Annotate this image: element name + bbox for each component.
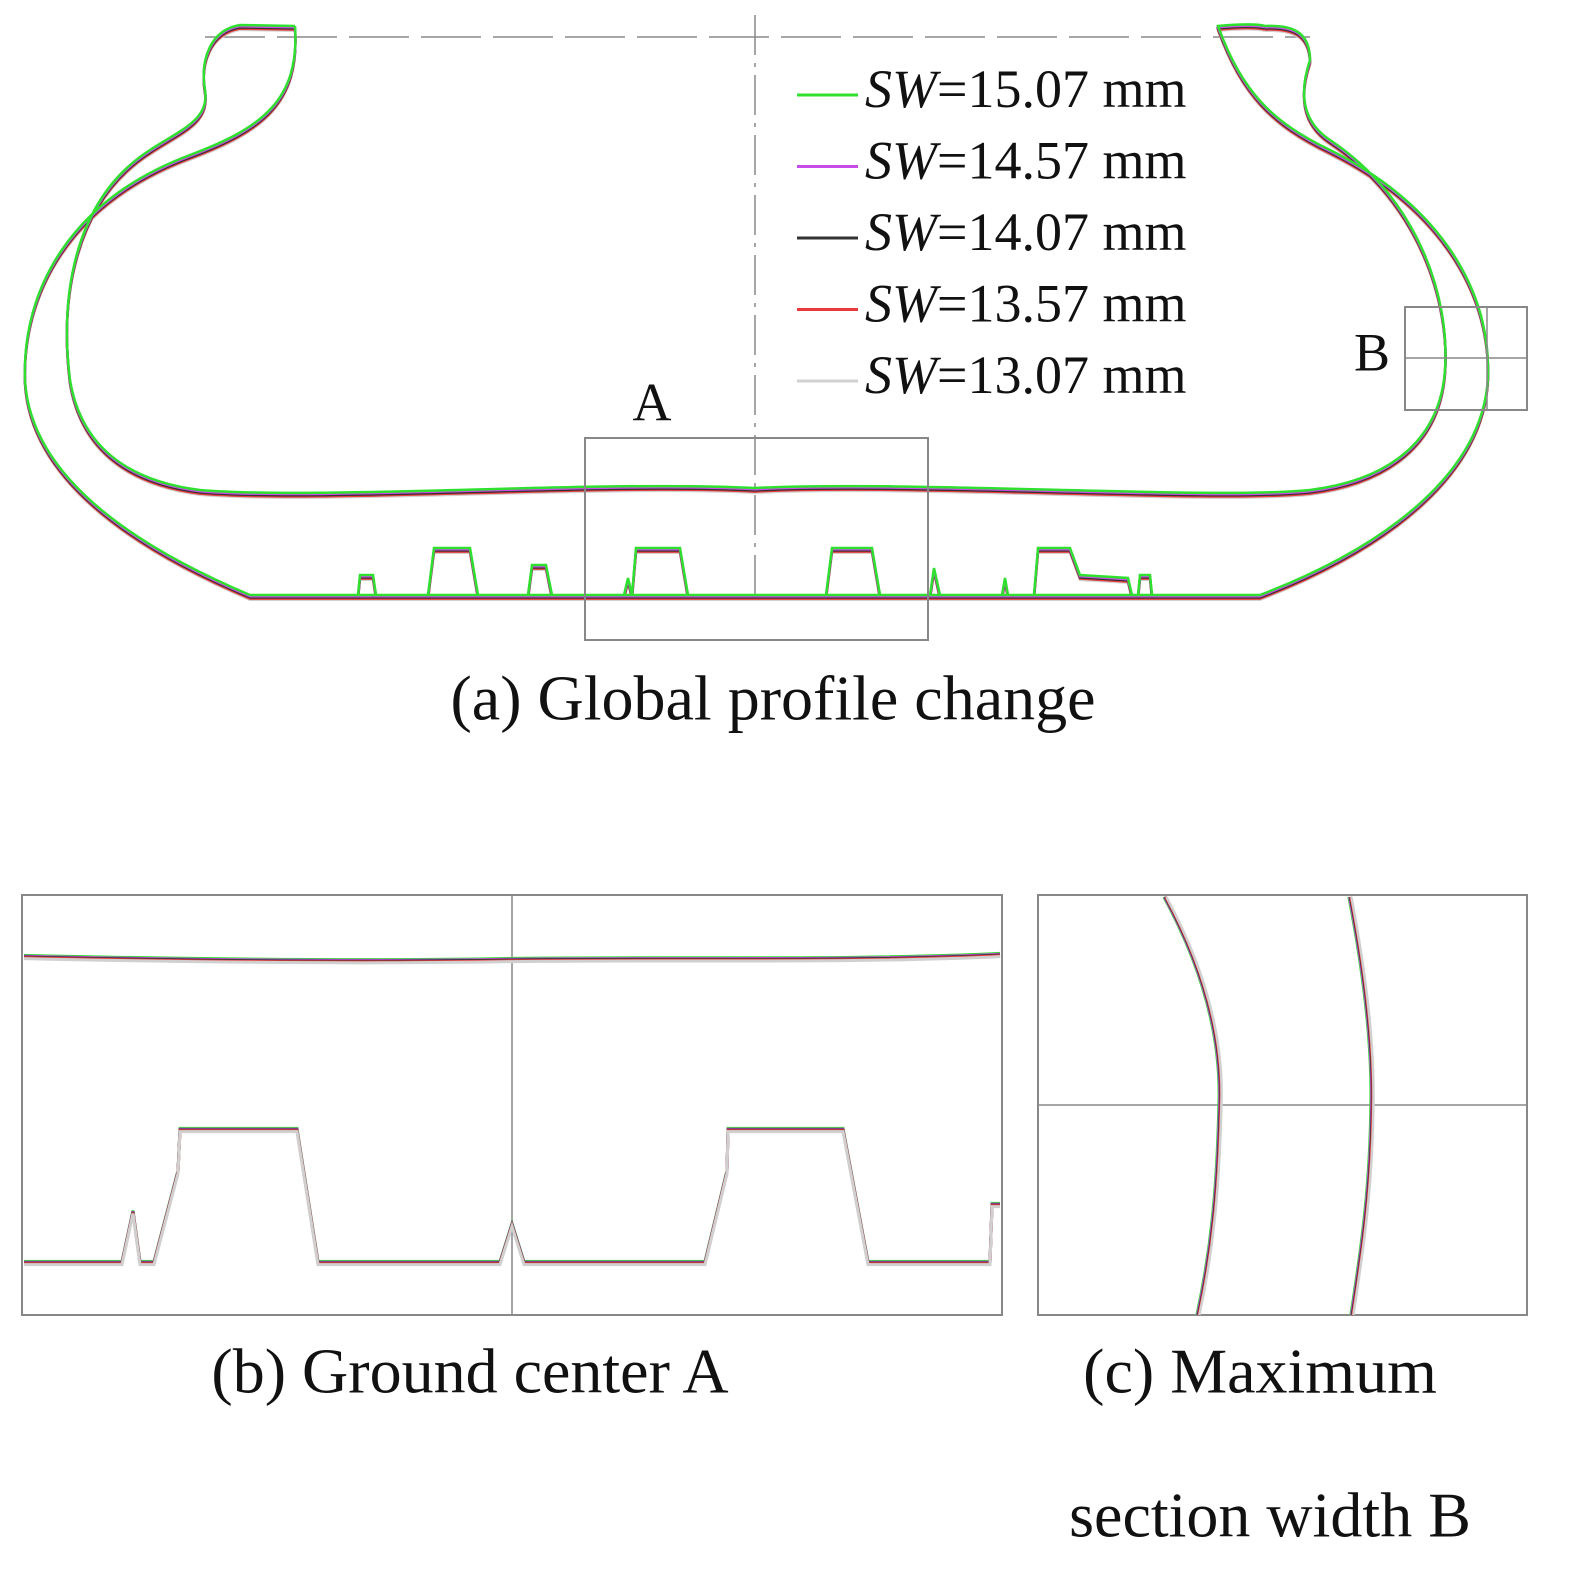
legend-symbol: SW (865, 131, 942, 191)
legend-label: SW=14.57 mm (865, 131, 1186, 191)
legend-label: SW=14.07 mm (865, 202, 1186, 262)
region-label: B (1354, 322, 1390, 382)
legend-value: =15.07 mm (937, 59, 1186, 119)
legend-symbol: SW (865, 274, 942, 334)
legend-symbol: SW (865, 202, 942, 262)
profile-detail (23, 955, 1001, 1267)
legend-value: =13.57 mm (937, 274, 1186, 334)
caption: (b) Ground center A (211, 1336, 728, 1407)
detail-group (1162, 896, 1375, 1316)
detail-group (23, 951, 1001, 1267)
caption: (c) Maximum (1083, 1336, 1437, 1407)
legend-label: SW=13.57 mm (865, 274, 1186, 334)
region-a-box (584, 437, 929, 641)
caption: section width B (1069, 1480, 1471, 1551)
region-label: A (633, 372, 672, 432)
legend-label: SW=13.07 mm (865, 345, 1186, 405)
legend-symbol: SW (865, 59, 942, 119)
legend-symbol: SW (865, 345, 942, 405)
profile-group (23, 23, 1490, 602)
legend-value: =13.07 mm (937, 345, 1186, 405)
legend-label: SW=15.07 mm (865, 59, 1186, 119)
profile-detail (1165, 896, 1375, 1316)
legend-value: =14.57 mm (937, 131, 1186, 191)
caption: (a) Global profile change (450, 663, 1095, 734)
legend-value: =14.07 mm (937, 202, 1186, 262)
profile-outline (23, 23, 1490, 597)
